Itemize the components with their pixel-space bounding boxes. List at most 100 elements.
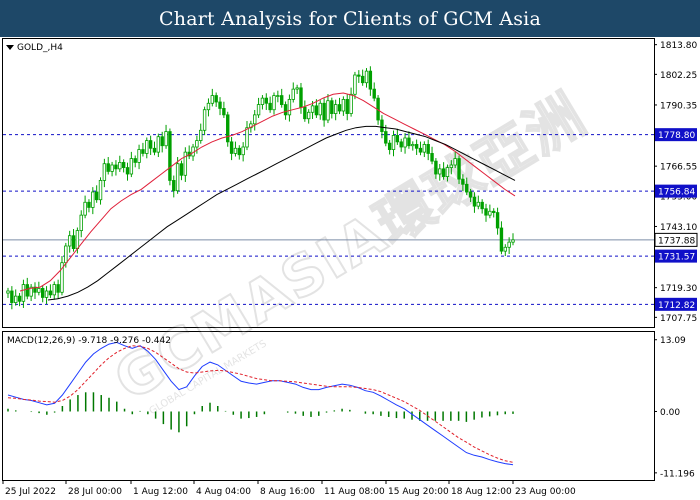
candle-body: [295, 87, 299, 90]
candle-body: [118, 162, 122, 170]
candle-body: [183, 151, 188, 176]
time-tick-label: 23 Aug 00:00: [515, 487, 576, 497]
candle-body: [426, 144, 430, 154]
price-panel: [2, 38, 655, 328]
candle-body: [110, 164, 114, 172]
candle-body: [75, 230, 80, 249]
candle-body: [445, 167, 450, 177]
time-tick-label: 1 Aug 12:00: [133, 487, 188, 497]
candle-body: [276, 95, 280, 97]
candle-body: [145, 140, 149, 154]
level-price-tag-box: [655, 297, 697, 311]
candle-body: [48, 290, 53, 296]
candle-body: [399, 141, 403, 148]
candle-body: [353, 74, 357, 95]
candle-body: [511, 239, 515, 243]
candle-body: [418, 147, 423, 153]
candle-body: [218, 101, 222, 109]
candle-body: [364, 70, 369, 84]
time-tick-label: 15 Aug 20:00: [388, 487, 449, 497]
candle-body: [102, 163, 107, 181]
candle-body: [226, 114, 230, 143]
candle-body: [260, 97, 265, 105]
candle-body: [164, 131, 168, 147]
candle-body: [395, 135, 400, 143]
candle-body: [245, 127, 249, 148]
candle-body: [492, 210, 496, 213]
candle-body: [37, 288, 41, 293]
candle-body: [79, 214, 83, 231]
candle-body: [40, 288, 45, 298]
candle-body: [64, 245, 68, 264]
macd-panel: [2, 331, 655, 481]
candle-body: [391, 135, 396, 150]
candle-body: [160, 136, 164, 147]
candle-body: [256, 104, 261, 116]
level-price-tag-box: [655, 184, 697, 198]
macd-label: MACD(12,26,9) -9.718 -9.276 -0.442: [7, 336, 171, 346]
level-price-tag: 1756.84: [658, 188, 695, 198]
candle-body: [306, 111, 311, 120]
candle-body: [330, 100, 334, 114]
level-price-tag-box: [655, 249, 697, 263]
price-tick-label: 1707.75: [660, 314, 697, 324]
time-tick-label: 18 Aug 12:00: [451, 487, 512, 497]
candle-body: [206, 102, 211, 111]
candle-body: [249, 123, 253, 129]
candle-body: [349, 93, 353, 114]
candle-body: [468, 191, 473, 198]
candle-body: [414, 144, 419, 149]
candle-body: [233, 147, 238, 154]
candle-body: [148, 140, 153, 149]
candle-body: [44, 290, 49, 298]
level-price-tag: 1712.82: [658, 301, 695, 311]
candle-body: [499, 227, 504, 252]
candle-body: [303, 106, 307, 120]
candle-body: [214, 95, 218, 103]
candle-body: [372, 88, 376, 99]
candle-body: [461, 178, 465, 185]
candle-body: [318, 102, 322, 116]
candle-body: [465, 183, 469, 193]
candle-body: [272, 95, 276, 111]
candle-body: [472, 196, 477, 207]
candle-body: [29, 286, 33, 297]
candle-body: [503, 246, 507, 252]
candle-body: [168, 131, 172, 181]
candle-body: [310, 105, 315, 113]
candle-body: [337, 104, 342, 112]
slow-moving-average-line: [47, 125, 516, 301]
candle-body: [229, 141, 234, 154]
time-tick-label: 8 Aug 16:00: [260, 487, 315, 497]
macd-line: [7, 341, 514, 466]
symbol-triangle-icon[interactable]: [6, 45, 14, 50]
price-tick-label: 1719.30: [660, 284, 697, 294]
candle-body: [67, 235, 72, 247]
candle-body: [387, 142, 392, 150]
candle-body: [322, 102, 326, 121]
candle-body: [179, 163, 184, 176]
macd-tick-label: 0.00: [660, 408, 680, 418]
candle-body: [152, 147, 157, 153]
candle-body: [299, 87, 303, 108]
candle-body: [476, 201, 481, 207]
candle-body: [333, 104, 338, 114]
candle-body: [407, 137, 411, 147]
candle-body: [10, 290, 14, 303]
title-banner: Chart Analysis for Clients of GCM Asia: [0, 0, 700, 37]
candle-body: [495, 212, 500, 229]
candle-body: [71, 235, 76, 249]
price-tick-label: 1766.55: [660, 163, 697, 173]
candle-body: [106, 163, 110, 172]
candle-body: [33, 286, 37, 293]
candle-body: [14, 295, 18, 303]
symbol-label: GOLD_,H4: [17, 43, 63, 53]
candle-body: [175, 163, 180, 192]
candle-body: [129, 158, 134, 175]
candle-body: [341, 99, 346, 112]
candle-body: [241, 146, 245, 156]
candle-body: [449, 164, 454, 168]
candle-body: [357, 74, 361, 77]
candle-body: [488, 210, 492, 216]
fast-moving-average-line: [19, 92, 516, 292]
